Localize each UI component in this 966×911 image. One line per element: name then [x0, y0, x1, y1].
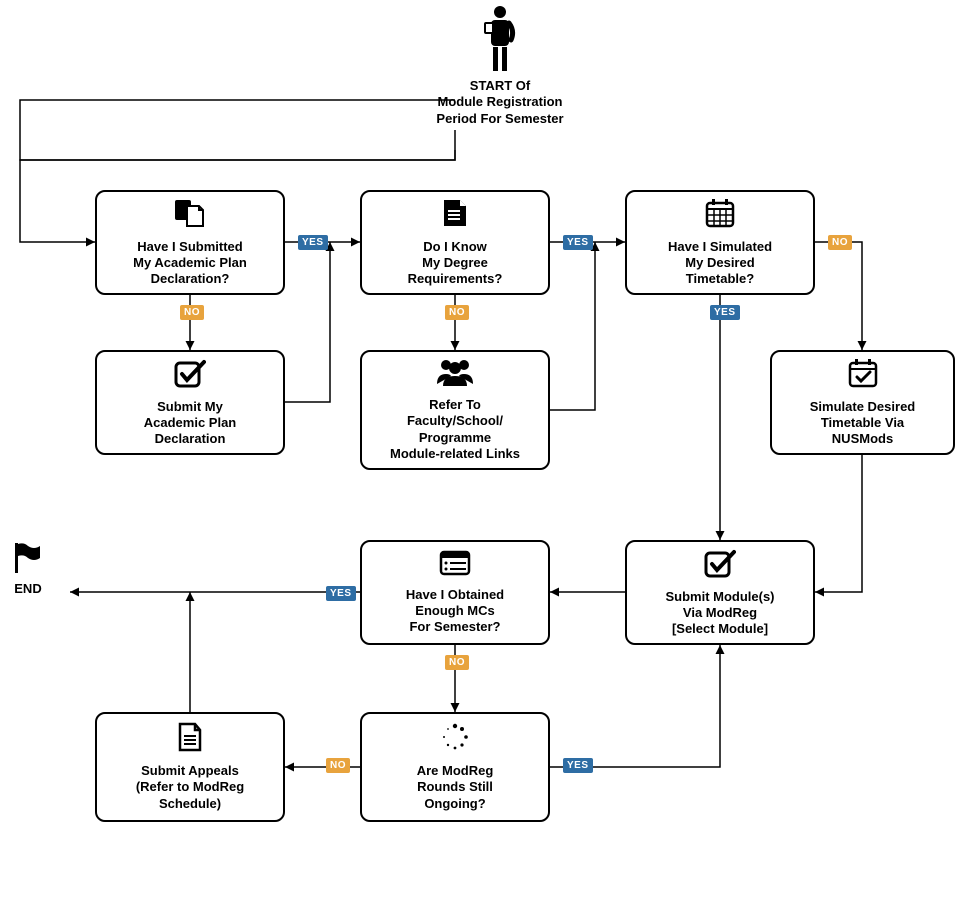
- text-line: Have I Simulated: [668, 239, 772, 255]
- text-line: Declaration: [144, 431, 237, 447]
- node-label: Have I Submitted My Academic Plan Declar…: [133, 239, 247, 288]
- node-label: Submit My Academic Plan Declaration: [144, 399, 237, 448]
- text-line: Submit My: [144, 399, 237, 415]
- action-submit-modreg: Submit Module(s) Via ModReg [Select Modu…: [625, 540, 815, 645]
- no-tag: NO: [828, 235, 852, 250]
- list-box-icon: [439, 550, 471, 581]
- checkbox-icon: [704, 548, 736, 583]
- text-line: Faculty/School/: [390, 413, 520, 429]
- text-line: Submit Appeals: [136, 763, 244, 779]
- text-line: Schedule): [136, 796, 244, 812]
- no-tag: NO: [180, 305, 204, 320]
- text-line: Declaration?: [133, 271, 247, 287]
- text-line: (Refer to ModReg: [136, 779, 244, 795]
- calendar-check-icon: [848, 358, 878, 393]
- text-line: Are ModReg: [417, 763, 494, 779]
- start-label: START Of Module Registration Period For …: [436, 78, 563, 127]
- flag-icon: [10, 540, 46, 581]
- action-submit-appeals: Submit Appeals (Refer to ModReg Schedule…: [95, 712, 285, 822]
- text-line: [Select Module]: [665, 621, 774, 637]
- node-label: Refer To Faculty/School/ Programme Modul…: [390, 397, 520, 462]
- calendar-grid-icon: [705, 198, 735, 233]
- decision-modreg-ongoing: Are ModReg Rounds Still Ongoing?: [360, 712, 550, 822]
- text-line: Via ModReg: [665, 605, 774, 621]
- text-line: My Degree: [408, 255, 503, 271]
- yes-tag: YES: [298, 235, 328, 250]
- start-label-line: Period For Semester: [436, 111, 563, 127]
- yes-tag: YES: [710, 305, 740, 320]
- text-line: Enough MCs: [406, 603, 504, 619]
- text-line: Refer To: [390, 397, 520, 413]
- text-line: Programme: [390, 430, 520, 446]
- student-icon: [479, 5, 521, 78]
- text-line: My Academic Plan: [133, 255, 247, 271]
- text-line: Simulate Desired: [810, 399, 916, 415]
- text-line: Module-related Links: [390, 446, 520, 462]
- node-label: Do I Know My Degree Requirements?: [408, 239, 503, 288]
- decision-degree-requirements: Do I Know My Degree Requirements?: [360, 190, 550, 295]
- node-label: Simulate Desired Timetable Via NUSMods: [810, 399, 916, 448]
- text-line: Rounds Still: [417, 779, 494, 795]
- flowchart-canvas: START Of Module Registration Period For …: [0, 0, 966, 911]
- node-label: Have I Obtained Enough MCs For Semester?: [406, 587, 504, 636]
- text-line: Academic Plan: [144, 415, 237, 431]
- decision-simulated-timetable: Have I Simulated My Desired Timetable?: [625, 190, 815, 295]
- text-line: My Desired: [668, 255, 772, 271]
- no-tag: NO: [445, 655, 469, 670]
- end-node: END: [10, 540, 46, 597]
- text-line: NUSMods: [810, 431, 916, 447]
- no-tag: NO: [326, 758, 350, 773]
- doc-lines-icon: [442, 198, 468, 233]
- end-label: END: [14, 581, 41, 597]
- decision-academic-plan-submitted: Have I Submitted My Academic Plan Declar…: [95, 190, 285, 295]
- text-line: For Semester?: [406, 619, 504, 635]
- action-submit-academic-plan: Submit My Academic Plan Declaration: [95, 350, 285, 455]
- copy-doc-icon: [173, 198, 207, 233]
- text-line: Timetable Via: [810, 415, 916, 431]
- text-line: Ongoing?: [417, 796, 494, 812]
- action-simulate-nusmods: Simulate Desired Timetable Via NUSMods: [770, 350, 955, 455]
- text-line: Have I Submitted: [133, 239, 247, 255]
- spinner-icon: [440, 722, 470, 757]
- start-label-line: START Of: [436, 78, 563, 94]
- start-node: START Of Module Registration Period For …: [420, 5, 580, 127]
- text-line: Have I Obtained: [406, 587, 504, 603]
- text-line: Submit Module(s): [665, 589, 774, 605]
- text-line: Requirements?: [408, 271, 503, 287]
- start-label-line: Module Registration: [436, 94, 563, 110]
- checkbox-icon: [174, 358, 206, 393]
- yes-tag: YES: [563, 758, 593, 773]
- yes-tag: YES: [563, 235, 593, 250]
- doc-lines-outline-icon: [177, 722, 203, 757]
- decision-enough-mcs: Have I Obtained Enough MCs For Semester?: [360, 540, 550, 645]
- node-label: Submit Appeals (Refer to ModReg Schedule…: [136, 763, 244, 812]
- node-label: Submit Module(s) Via ModReg [Select Modu…: [665, 589, 774, 638]
- people-icon: [435, 358, 475, 391]
- text-line: Do I Know: [408, 239, 503, 255]
- text-line: Timetable?: [668, 271, 772, 287]
- no-tag: NO: [445, 305, 469, 320]
- node-label: Are ModReg Rounds Still Ongoing?: [417, 763, 494, 812]
- yes-tag: YES: [326, 586, 356, 601]
- node-label: Have I Simulated My Desired Timetable?: [668, 239, 772, 288]
- action-refer-faculty-links: Refer To Faculty/School/ Programme Modul…: [360, 350, 550, 470]
